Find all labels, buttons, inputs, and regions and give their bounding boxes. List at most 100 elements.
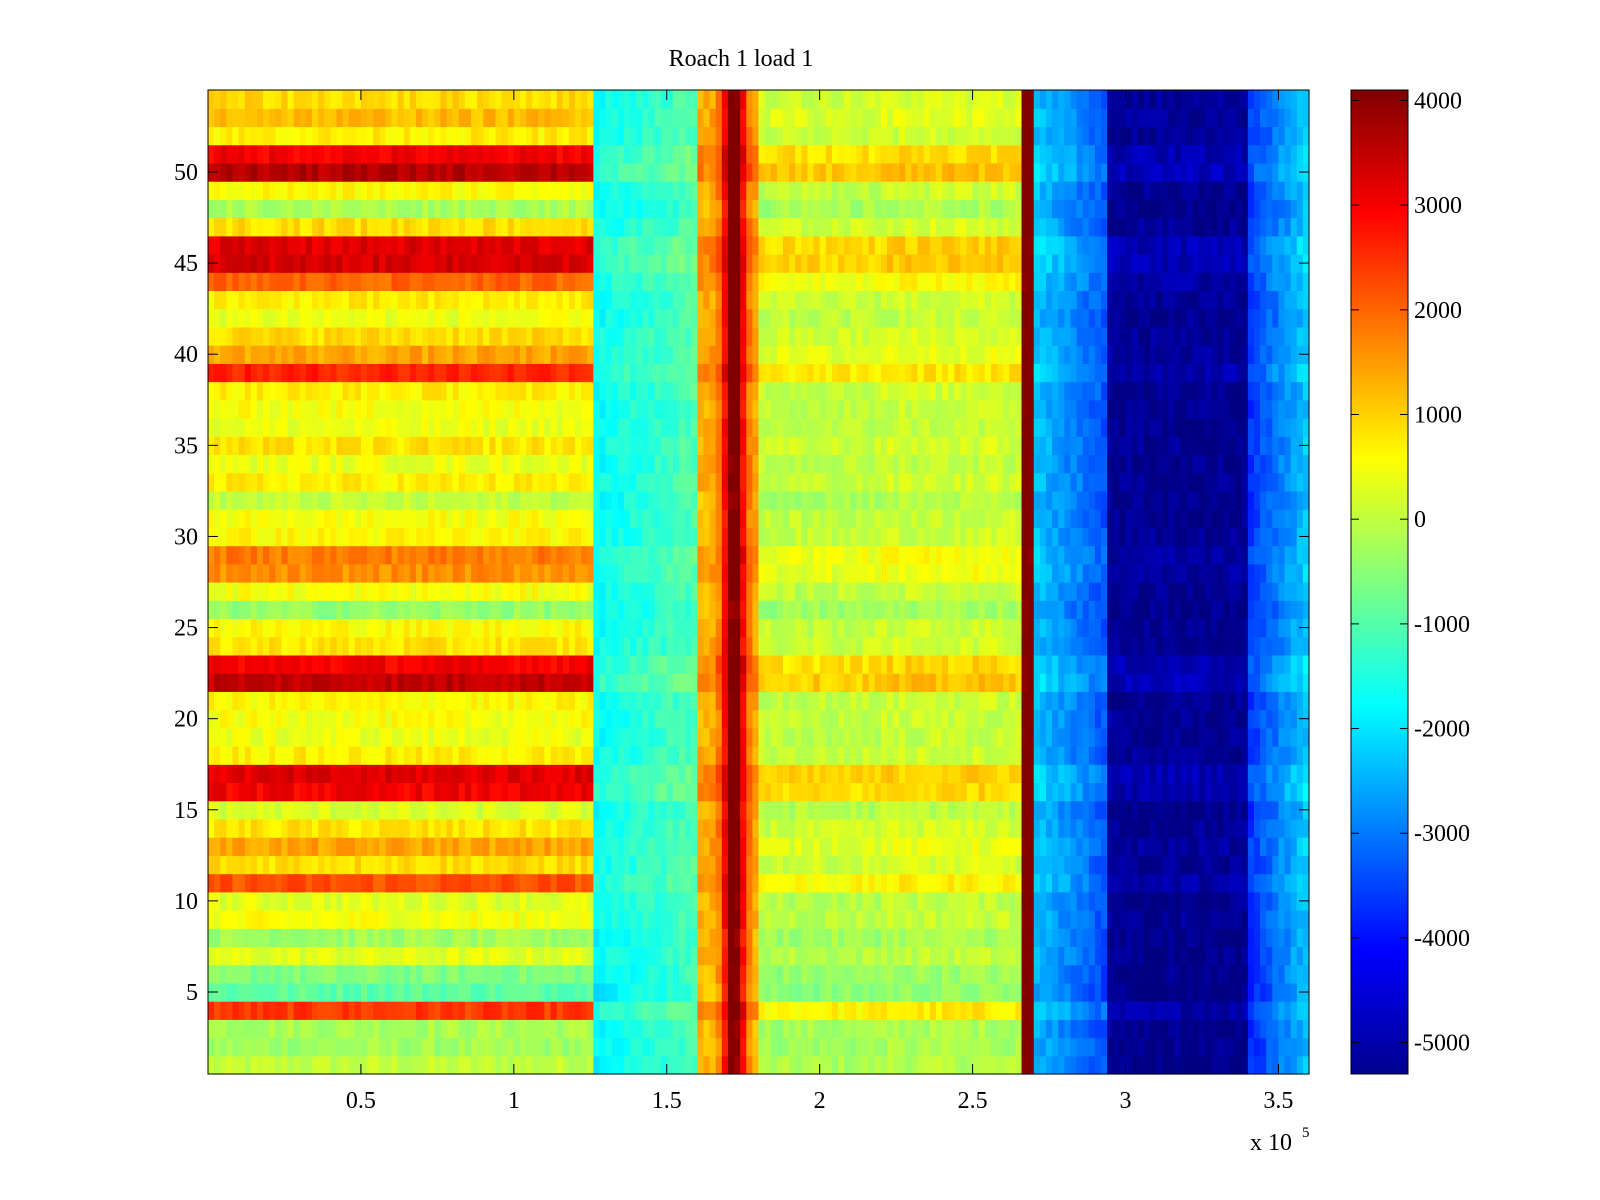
heatmap-cell <box>238 563 246 583</box>
heatmap-cell <box>1088 746 1096 765</box>
heatmap-cell <box>825 818 833 838</box>
heatmap-cell <box>691 673 698 692</box>
heatmap-cell <box>1058 1055 1065 1075</box>
heatmap-cell <box>238 873 246 893</box>
heatmap-cell <box>1113 964 1120 984</box>
heatmap-cell <box>770 673 778 692</box>
heatmap-cell <box>1192 837 1200 856</box>
heatmap-cell <box>538 618 546 638</box>
heatmap-cell <box>599 600 607 620</box>
heatmap-cell <box>929 782 937 802</box>
heatmap-cell <box>1070 727 1078 747</box>
heatmap-cell <box>1174 964 1182 984</box>
heatmap-cell <box>1241 636 1249 656</box>
heatmap-cell <box>929 1019 937 1039</box>
heatmap-cell <box>1235 891 1243 911</box>
heatmap-cell <box>1217 818 1224 838</box>
heatmap-cell <box>1180 782 1188 802</box>
heatmap-cell <box>758 1019 766 1039</box>
heatmap-cell <box>373 1019 380 1039</box>
heatmap-cell <box>703 1055 711 1075</box>
heatmap-cell <box>409 946 417 966</box>
heatmap-cell <box>1149 964 1157 984</box>
heatmap-cell <box>1070 582 1078 601</box>
heatmap-cell <box>575 673 582 692</box>
heatmap-cell <box>367 673 374 692</box>
heatmap-cell <box>838 964 845 984</box>
heatmap-cell <box>678 654 686 674</box>
heatmap-cell <box>318 764 325 784</box>
heatmap-cell <box>1278 618 1286 638</box>
heatmap-cell <box>324 1001 331 1020</box>
heatmap-cell <box>764 982 772 1002</box>
heatmap-cell <box>715 1001 723 1020</box>
heatmap-cell <box>1198 946 1206 966</box>
heatmap-cell <box>899 782 906 802</box>
heatmap-cell <box>966 691 974 711</box>
heatmap-cell <box>868 873 876 893</box>
heatmap-cell <box>630 654 637 674</box>
heatmap-cell <box>1272 982 1280 1002</box>
heatmap-cell <box>409 600 417 620</box>
heatmap-cell <box>263 982 270 1002</box>
heatmap-cell <box>1003 855 1010 875</box>
heatmap-cell <box>391 764 399 784</box>
heatmap-cell <box>513 837 521 856</box>
heatmap-cell <box>464 964 472 984</box>
heatmap-cell <box>917 800 925 820</box>
heatmap-cell <box>507 563 515 583</box>
heatmap-cell <box>770 709 778 729</box>
heatmap-cell <box>305 636 313 656</box>
heatmap-cell <box>293 727 301 747</box>
heatmap-cell <box>746 618 753 638</box>
heatmap-cell <box>1205 600 1212 620</box>
heatmap-cell <box>678 928 686 948</box>
heatmap-cell <box>1009 709 1016 729</box>
heatmap-cell <box>1076 673 1084 692</box>
heatmap-cell <box>471 946 478 966</box>
heatmap-cell <box>263 964 270 984</box>
heatmap-cell <box>354 964 362 984</box>
heatmap-cell <box>281 1001 289 1020</box>
heatmap-cell <box>1039 618 1047 638</box>
heatmap-cell <box>905 709 913 729</box>
heatmap-cell <box>495 727 503 747</box>
heatmap-cell <box>886 1055 894 1075</box>
heatmap-cell <box>1052 618 1059 638</box>
heatmap-cell <box>367 891 374 911</box>
heatmap-cell <box>1045 982 1053 1002</box>
heatmap-cell <box>984 910 992 929</box>
heatmap-cell <box>1088 727 1096 747</box>
heatmap-cell <box>642 1037 649 1057</box>
heatmap-cell <box>1186 691 1194 711</box>
heatmap-cell <box>226 618 234 638</box>
heatmap-cell <box>587 964 594 984</box>
heatmap-cell <box>1143 782 1151 802</box>
heatmap-cell <box>923 1019 931 1039</box>
heatmap-cell <box>831 837 839 856</box>
heatmap-cell <box>495 910 503 929</box>
heatmap-cell <box>942 746 949 765</box>
heatmap-cell <box>691 618 698 638</box>
heatmap-cell <box>483 982 490 1002</box>
heatmap-cell <box>281 673 289 692</box>
heatmap-cell <box>697 1037 705 1057</box>
heatmap-cell <box>544 727 552 747</box>
heatmap-cell <box>587 910 594 929</box>
heatmap-cell <box>782 673 790 692</box>
heatmap-cell <box>1088 691 1096 711</box>
heatmap-cell <box>1119 873 1127 893</box>
heatmap-cell <box>727 673 735 692</box>
heatmap-cell <box>960 636 968 656</box>
heatmap-cell <box>795 982 802 1002</box>
heatmap-cell <box>348 746 356 765</box>
heatmap-cell <box>1094 727 1102 747</box>
heatmap-cell <box>770 600 778 620</box>
heatmap-cell <box>415 654 423 674</box>
heatmap-cell <box>299 618 307 638</box>
heatmap-cell <box>379 1037 386 1057</box>
heatmap-cell <box>721 964 729 984</box>
heatmap-cell <box>422 654 429 674</box>
heatmap-cell <box>318 855 325 875</box>
heatmap-cell <box>978 582 986 601</box>
